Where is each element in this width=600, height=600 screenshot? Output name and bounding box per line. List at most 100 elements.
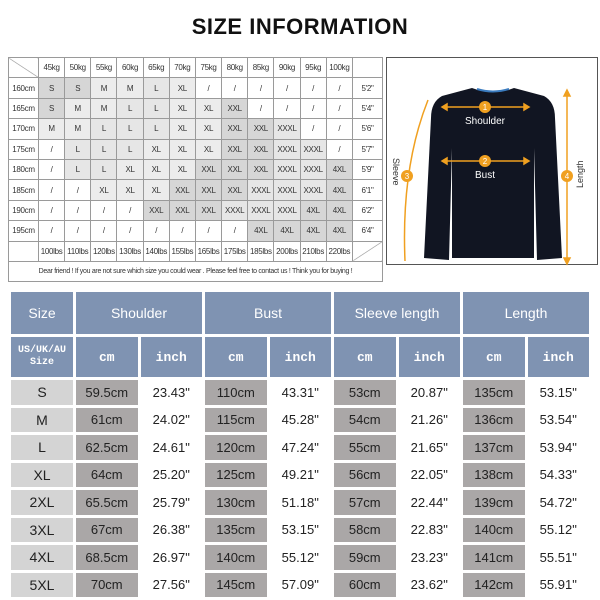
grid-row: 195cm / / / / / / //4XL 4XL 4XL 4XL 6'4" — [8, 220, 383, 242]
size-cell: L — [64, 138, 92, 160]
blank-cell — [8, 240, 39, 262]
size-label: M — [11, 407, 73, 432]
header-length: Length — [463, 292, 589, 334]
size-cell: L — [116, 118, 144, 140]
size-cell: 4XL — [325, 199, 354, 222]
size-cell: L — [116, 138, 144, 160]
blank-cell — [352, 56, 383, 79]
weight-lbs: 110lbs — [64, 240, 92, 262]
size-cell: L — [64, 158, 92, 181]
value-inch: 47.24" — [269, 435, 331, 460]
value-cm: 140cm — [205, 545, 267, 570]
value-cm: 59cm — [334, 545, 396, 570]
value-inch: 53.15" — [527, 380, 589, 405]
size-cell: L — [90, 138, 118, 160]
size-cell: / — [325, 138, 354, 160]
size-row: XL 64cm 25.20" 125cm 49.21" 56cm 22.05" 138cm 54… — [11, 462, 589, 487]
size-cell: XXXL — [221, 199, 249, 222]
size-cell: XXXL — [273, 199, 301, 222]
size-cell: XXXL — [273, 179, 301, 201]
weight-kg: 75kg — [194, 56, 223, 79]
sweater-illustration: 1 Shoulder 2 Bust 3 Sleeve 4 Length — [391, 88, 585, 266]
size-cell: M — [64, 118, 92, 140]
grid-row: 165cm S M M L L XL XL XXL / / //5'4" — [8, 97, 383, 120]
size-cell: XL — [116, 158, 144, 181]
value-cm: 53cm — [334, 380, 396, 405]
weight-kg-row: 45kg 50kg 55kg 60kg 65kg 70kg 75kg 80kg 85kg 90kg… — [8, 56, 383, 79]
value-inch: 43.31" — [269, 380, 331, 405]
value-inch: 23.43" — [140, 380, 202, 405]
bust-label: Bust — [475, 170, 495, 181]
weight-kg: 45kg — [37, 56, 66, 79]
size-cell: XL — [168, 97, 196, 120]
size-cell: XL — [168, 118, 196, 140]
value-inch: 55.91" — [527, 572, 589, 597]
height-weight-size-grid: 45kg 50kg 55kg 60kg 65kg 70kg 75kg 80kg 85kg 90kg… — [8, 56, 383, 282]
size-cell: L — [142, 118, 170, 140]
weight-lbs: 120lbs — [90, 240, 118, 262]
value-inch: 55.12" — [269, 545, 331, 570]
weight-kg: 95kg — [299, 56, 327, 79]
weight-kg: 50kg — [64, 56, 92, 79]
value-cm: 60cm — [334, 572, 396, 597]
size-label: 4XL — [11, 545, 73, 570]
size-cell: / — [221, 77, 249, 99]
grid-row: 185cm / / XL XL XL XXL XXL XXL XXXL XXXL XXXL 4XL 6'1… — [8, 179, 383, 201]
value-inch: 55.12" — [527, 517, 589, 542]
unit-inch: inch — [527, 337, 589, 377]
value-cm: 57cm — [334, 490, 396, 515]
size-cell: XXXL — [299, 179, 327, 201]
value-inch: 23.62" — [398, 572, 460, 597]
size-cell: 4XL — [325, 220, 354, 242]
size-cell: / — [299, 77, 327, 99]
length-label: Length — [575, 160, 585, 188]
size-row: L 62.5cm 24.61" 120cm 47.24" 55cm 21.65" 137cm 5… — [11, 435, 589, 460]
size-cell: M — [116, 77, 144, 99]
weight-kg: 70kg — [168, 56, 196, 79]
value-inch: 26.97" — [140, 545, 202, 570]
height-ft: 6'4" — [352, 220, 383, 242]
size-cell: / — [325, 97, 354, 120]
value-cm: 135cm — [463, 380, 525, 405]
height-cm: 195cm — [8, 220, 39, 242]
size-cell: XL — [194, 138, 223, 160]
size-cell: / — [299, 118, 327, 140]
size-cell: XXXL — [247, 199, 275, 222]
corner-cell — [8, 56, 39, 79]
header-row: Size Shoulder Bust Sleeve length Length — [11, 292, 589, 334]
unit-cm: cm — [76, 337, 138, 377]
value-cm: 130cm — [205, 490, 267, 515]
sweater-shape — [424, 88, 562, 260]
size-subheader: US/UK/AU Size — [11, 337, 73, 377]
size-cell: M — [37, 118, 66, 140]
weight-lbs: 140lbs — [142, 240, 170, 262]
size-label: XL — [11, 462, 73, 487]
size-measurement-table: Size Shoulder Bust Sleeve length Length … — [8, 289, 592, 600]
value-cm: 136cm — [463, 407, 525, 432]
size-cell: XXXL — [299, 158, 327, 181]
value-inch: 49.21" — [269, 462, 331, 487]
size-cell: / — [64, 199, 92, 222]
size-cell: XXL — [142, 199, 170, 222]
height-ft: 6'1" — [352, 179, 383, 201]
size-cell: XXL — [221, 118, 249, 140]
weight-kg: 100kg — [325, 56, 354, 79]
value-cm: 140cm — [463, 517, 525, 542]
sleeve-label: Sleeve — [391, 158, 401, 186]
height-ft: 5'2" — [352, 77, 383, 99]
unit-row: US/UK/AU Size cm inch cm inch cm inch cm inc… — [11, 337, 589, 377]
value-inch: 27.56" — [140, 572, 202, 597]
grid-row: 160cm S S M M L XL / / / / //5'2" — [8, 77, 383, 99]
size-cell: XXL — [221, 138, 249, 160]
size-cell: XXXL — [247, 179, 275, 201]
value-inch: 22.83" — [398, 517, 460, 542]
value-cm: 141cm — [463, 545, 525, 570]
height-cm: 180cm — [8, 158, 39, 181]
size-cell: / — [90, 199, 118, 222]
size-cell: M — [90, 77, 118, 99]
size-guide-note: Dear friend ! If you are not sure which … — [8, 260, 383, 282]
size-cell: L — [90, 158, 118, 181]
size-row: 5XL 70cm 27.56" 145cm 57.09" 60cm 23.62" 142cm 5… — [11, 572, 589, 597]
value-cm: 59.5cm — [76, 380, 138, 405]
size-cell: XL — [194, 97, 223, 120]
